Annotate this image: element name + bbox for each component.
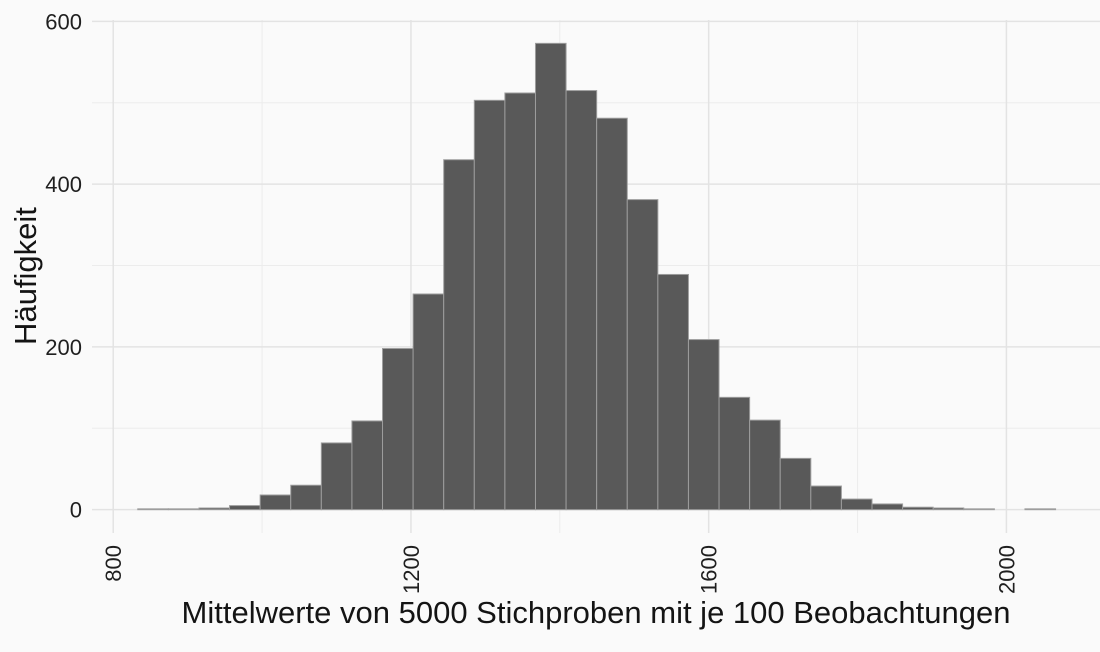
histogram-bar [626,199,659,511]
y-axis-title: Häufigkeit [8,207,43,345]
histogram-bar [259,494,292,511]
histogram-bar [137,508,169,511]
x-tick-label: 2000 [994,545,1019,594]
histogram-bar [167,508,200,511]
y-tick-label: 600 [45,9,82,34]
histogram-bar [412,293,445,511]
y-tick-label: 400 [45,172,82,197]
x-tick-label: 1200 [399,545,424,594]
histogram-bar [473,99,506,511]
y-tick-label: 200 [45,335,82,360]
histogram-bar [687,339,720,511]
x-tick-label: 1600 [697,545,722,594]
y-tick-label: 0 [70,498,82,523]
histogram-bar [1024,508,1057,511]
histogram-bar [198,507,231,511]
histogram-bar [351,420,384,511]
histogram-bar [596,117,628,511]
histogram-bar [290,484,322,511]
histogram-bar [565,90,598,511]
histogram-bar [932,507,965,511]
x-axis-title: Mittelwerte von 5000 Stichproben mit je … [181,595,1011,630]
histogram-bar [443,159,475,511]
histogram-bar [382,348,414,511]
histogram-bar [749,419,781,511]
histogram-bar [840,498,873,511]
histogram-bar [871,503,904,511]
histogram-bar [534,42,567,511]
histogram-bar [779,457,812,511]
histogram-bar [504,92,536,511]
x-tick-label: 800 [101,545,126,582]
histogram-bar [902,506,934,511]
histogram-bar [229,505,261,511]
histogram-bar [718,396,751,511]
histogram-bar [657,273,689,511]
histogram-bar [810,485,842,511]
histogram-bar [320,442,353,511]
histogram-bar [963,508,995,511]
